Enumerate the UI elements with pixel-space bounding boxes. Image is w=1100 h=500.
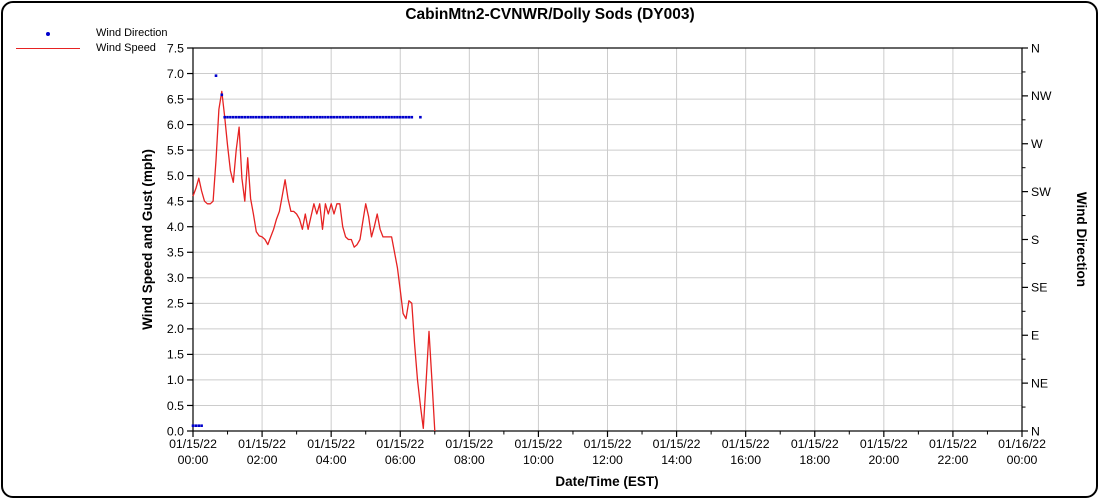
svg-text:N: N xyxy=(1031,424,1040,438)
wind-speed-series xyxy=(192,90,436,432)
legend-label-wind-direction: Wind Direction xyxy=(96,27,168,39)
svg-text:2.0: 2.0 xyxy=(167,322,184,336)
svg-text:12:00: 12:00 xyxy=(592,453,623,467)
legend-item-wind-speed: Wind Speed xyxy=(8,41,188,56)
svg-text:01/15/22: 01/15/22 xyxy=(445,437,493,451)
svg-text:20:00: 20:00 xyxy=(868,453,899,467)
svg-text:SW: SW xyxy=(1031,185,1051,199)
wind-direction-series xyxy=(191,74,422,427)
plot-generated-content: 0.0 0.5 1.0 1.5 2.0 2.5 3.0 3.5 4.0 4.5 5.0 5.5 6.0 6… xyxy=(167,41,1052,467)
svg-text:01/16/22: 01/16/22 xyxy=(998,437,1046,451)
left-axis: 0.0 0.5 1.0 1.5 2.0 2.5 3.0 3.5 4.0 4.5 5.0 5.5 6.0 6… xyxy=(167,41,193,438)
svg-text:01/15/22: 01/15/22 xyxy=(169,437,217,451)
wind-speed-line-icon xyxy=(16,48,80,49)
svg-text:3.5: 3.5 xyxy=(167,246,184,260)
svg-text:01/15/22: 01/15/22 xyxy=(514,437,562,451)
svg-text:01/15/22: 01/15/22 xyxy=(238,437,286,451)
svg-text:00:00: 00:00 xyxy=(178,453,209,467)
svg-text:5.0: 5.0 xyxy=(167,169,184,183)
x-axis: 01/15/22 00:00 01/15/22 02:00 01/15/22 04:00 0… xyxy=(169,431,1046,467)
svg-text:01/15/22: 01/15/22 xyxy=(653,437,701,451)
svg-text:W: W xyxy=(1031,137,1043,151)
svg-text:10:00: 10:00 xyxy=(523,453,554,467)
svg-text:16:00: 16:00 xyxy=(730,453,761,467)
svg-text:7.0: 7.0 xyxy=(167,67,184,81)
x-axis-title: Date/Time (EST) xyxy=(555,474,658,489)
left-axis-title: Wind Speed and Gust (mph) xyxy=(140,149,155,330)
svg-text:1.0: 1.0 xyxy=(167,373,184,387)
svg-text:4.0: 4.0 xyxy=(167,220,184,234)
svg-text:02:00: 02:00 xyxy=(247,453,278,467)
wind-direction-dot-icon xyxy=(46,32,50,36)
svg-text:NE: NE xyxy=(1031,376,1048,390)
gridlines xyxy=(193,48,1022,431)
legend-item-wind-direction: Wind Direction xyxy=(8,26,188,41)
svg-text:5.5: 5.5 xyxy=(167,143,184,157)
legend: Wind Direction Wind Speed xyxy=(8,26,188,56)
svg-text:01/15/22: 01/15/22 xyxy=(307,437,355,451)
svg-text:4.5: 4.5 xyxy=(167,195,184,209)
right-axis: N NW W SW S SE E NE N xyxy=(1022,41,1052,438)
svg-text:01/15/22: 01/15/22 xyxy=(722,437,770,451)
svg-text:S: S xyxy=(1031,233,1039,247)
svg-text:0.0: 0.0 xyxy=(167,424,184,438)
legend-label-wind-speed: Wind Speed xyxy=(96,42,156,54)
svg-text:01/15/22: 01/15/22 xyxy=(584,437,632,451)
svg-text:06:00: 06:00 xyxy=(385,453,416,467)
svg-text:08:00: 08:00 xyxy=(454,453,485,467)
svg-text:1.5: 1.5 xyxy=(167,348,184,362)
svg-text:14:00: 14:00 xyxy=(661,453,692,467)
svg-text:18:00: 18:00 xyxy=(799,453,830,467)
svg-text:E: E xyxy=(1031,329,1039,343)
svg-text:7.5: 7.5 xyxy=(167,41,184,55)
svg-text:01/15/22: 01/15/22 xyxy=(860,437,908,451)
svg-text:N: N xyxy=(1031,41,1040,55)
svg-text:04:00: 04:00 xyxy=(316,453,347,467)
svg-text:0.5: 0.5 xyxy=(167,399,184,413)
svg-text:SE: SE xyxy=(1031,281,1047,295)
svg-text:01/15/22: 01/15/22 xyxy=(791,437,839,451)
svg-text:6.0: 6.0 xyxy=(167,118,184,132)
svg-text:22:00: 22:00 xyxy=(938,453,969,467)
svg-text:NW: NW xyxy=(1031,89,1052,103)
svg-text:6.5: 6.5 xyxy=(167,92,184,106)
svg-text:00:00: 00:00 xyxy=(1007,453,1038,467)
svg-text:01/15/22: 01/15/22 xyxy=(929,437,977,451)
chart-title: CabinMtn2-CVNWR/Dolly Sods (DY003) xyxy=(405,6,695,23)
svg-text:3.0: 3.0 xyxy=(167,271,184,285)
right-axis-title: Wind Direction xyxy=(1074,192,1089,287)
svg-text:01/15/22: 01/15/22 xyxy=(376,437,424,451)
svg-text:2.5: 2.5 xyxy=(167,297,184,311)
